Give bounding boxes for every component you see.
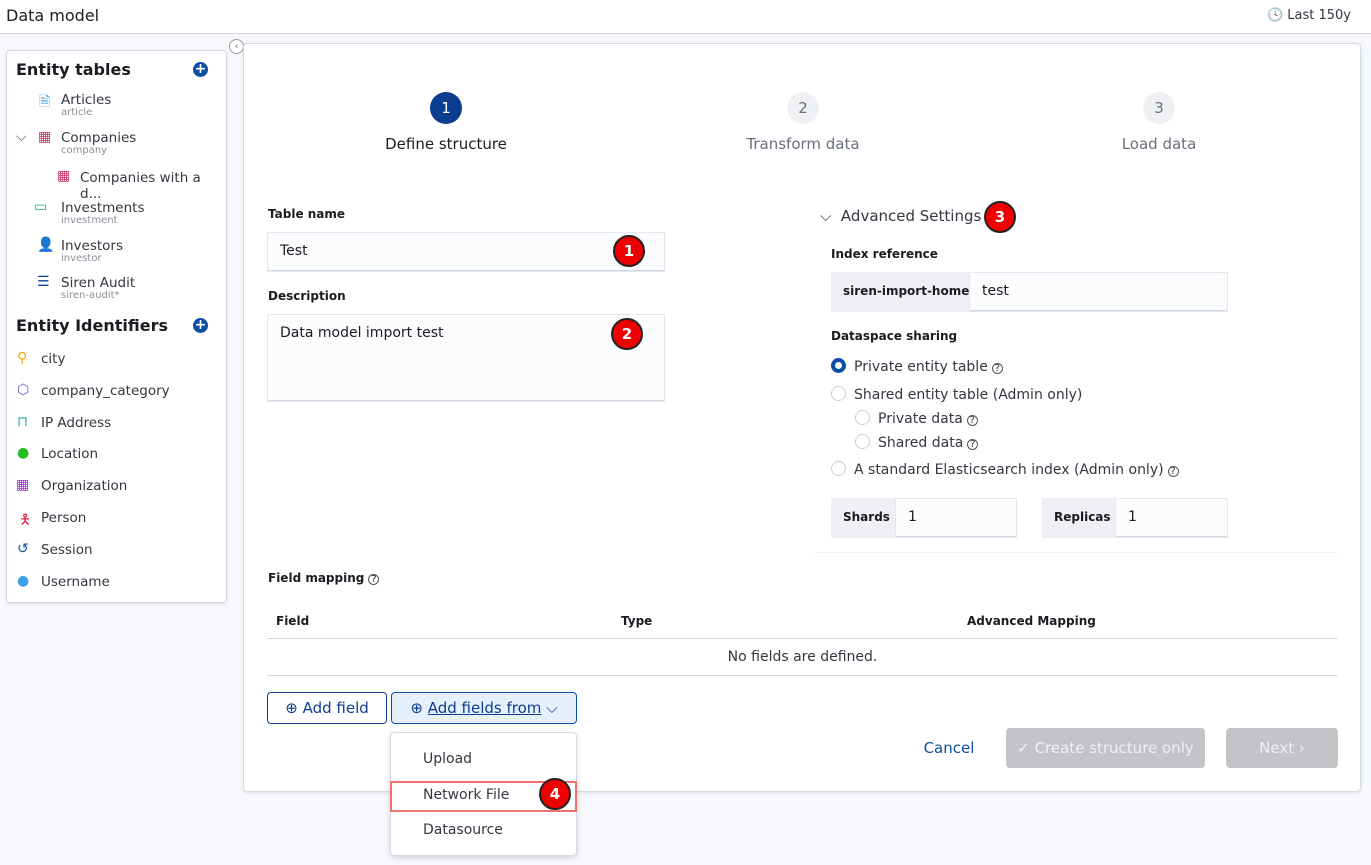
annotation-badge-4: 4 [539, 778, 571, 810]
index-reference-label: Index reference [831, 247, 938, 261]
identifier-city[interactable]: city [41, 351, 66, 367]
index-reference-input[interactable]: test [969, 272, 1228, 312]
map-pin-icon: ⚲ [17, 350, 28, 366]
create-structure-button[interactable]: ✓ Create structure only [1006, 728, 1205, 768]
entity-table-companies[interactable]: Companies company [61, 130, 137, 156]
replicas-input[interactable]: 1 [1115, 498, 1228, 538]
column-advanced-mapping: Advanced Mapping [967, 614, 1096, 628]
top-bar [0, 0, 1371, 34]
advanced-settings-title: Advanced Settings [840, 207, 982, 225]
step-2-circle: 2 [787, 92, 819, 124]
advanced-settings-toggle[interactable]: ⌵ Advanced Settings [820, 207, 981, 225]
document-icon: 🗎 [39, 94, 51, 110]
annotation-badge-3: 3 [984, 201, 1016, 233]
building-icon: ▦ [38, 129, 52, 145]
radio-shared-data[interactable]: Shared data? [855, 434, 979, 451]
field-mapping-title: Field mapping? [268, 571, 380, 585]
radio-private-data[interactable]: Private data? [855, 410, 978, 427]
identifier-person[interactable]: Person [41, 510, 87, 526]
step-3-circle: 3 [1143, 92, 1175, 124]
time-range-label: Last 150y [1287, 8, 1351, 23]
cancel-button[interactable]: Cancel [923, 739, 975, 757]
menu-item-upload[interactable]: Upload [423, 751, 473, 767]
entity-table-investors[interactable]: Investors investor [61, 238, 124, 264]
radio-shared-entity-table[interactable]: Shared entity table (Admin only) [831, 386, 1082, 403]
column-type: Type [621, 614, 653, 628]
money-icon: ▭ [34, 199, 48, 215]
chevron-down-icon: ⌵ [820, 207, 832, 225]
dataspace-sharing-label: Dataspace sharing [831, 329, 958, 343]
menu-item-network-file-highlight[interactable] [390, 781, 577, 812]
next-button[interactable]: Next › [1226, 728, 1338, 768]
identifier-session[interactable]: Session [41, 542, 93, 558]
identifier-company-category[interactable]: company_category [41, 383, 170, 399]
help-icon: ? [1167, 466, 1179, 477]
table-name-input[interactable]: Test [267, 232, 665, 272]
annotation-badge-1: 1 [613, 235, 645, 267]
cube-icon: ⬡ [17, 382, 30, 398]
entity-table-investments[interactable]: Investments investment [61, 200, 145, 226]
identifier-organization[interactable]: Organization [41, 478, 128, 494]
entity-identifiers-title: Entity Identifiers [16, 316, 169, 335]
identifier-ip-address[interactable]: IP Address [41, 415, 112, 431]
column-field: Field [276, 614, 310, 628]
step-1-label: Define structure [385, 135, 507, 153]
history-icon: ↺ [17, 541, 29, 557]
shards-input[interactable]: 1 [895, 498, 1017, 538]
replicas-label: Replicas [1042, 498, 1123, 538]
entity-table-companies-with[interactable]: Companies with a d... [80, 170, 201, 202]
user-icon: 👤 [37, 237, 55, 253]
divider [814, 552, 1338, 553]
empty-fields-message: No fields are defined. [727, 649, 878, 665]
add-fields-from-button[interactable]: ⊕ Add fields from ⌵ [391, 692, 577, 724]
help-icon: ? [368, 574, 380, 585]
step-2-label: Transform data [746, 135, 860, 153]
entity-table-siren-audit[interactable]: Siren Audit siren-audit* [61, 275, 136, 301]
collapse-sidebar-button[interactable]: ‹ [229, 39, 244, 54]
help-icon: ? [966, 415, 978, 426]
person-icon: 🯅 [19, 512, 32, 528]
description-textarea[interactable]: Data model import test [267, 314, 665, 402]
sidebar: Entity tables + 🗎 Articles article ⌵ ▦ Co… [6, 50, 227, 603]
annotation-badge-2: 2 [611, 318, 643, 350]
network-icon: ⊓ [17, 414, 28, 430]
page-title: Data model [6, 6, 100, 25]
time-picker[interactable]: 🕓 Last 150y [1266, 8, 1351, 23]
menu-item-datasource[interactable]: Datasource [423, 822, 503, 838]
index-prefix: siren-import-home- [831, 272, 987, 312]
description-label: Description [268, 289, 346, 303]
building-icon: ▦ [16, 477, 30, 493]
chevron-down-icon: ⌵ [546, 699, 558, 717]
table-name-label: Table name [268, 207, 346, 221]
building-icon: ▦ [57, 168, 71, 184]
step-1-circle: 1 [430, 92, 462, 124]
main-panel: 1 Define structure 2 Transform data 3 Lo… [243, 43, 1361, 792]
help-icon: ? [967, 439, 979, 450]
add-entity-identifier-button[interactable]: + [193, 317, 208, 333]
help-icon: ? [991, 363, 1003, 374]
list-icon: ☰ [37, 274, 50, 290]
user-icon: ● [17, 573, 30, 589]
map-pin-icon: ● [17, 445, 30, 461]
menu-item-network-file[interactable]: Network File [423, 787, 510, 803]
entity-tables-title: Entity tables [16, 60, 131, 79]
chevron-down-icon[interactable]: ⌵ [16, 129, 27, 145]
entity-table-articles[interactable]: Articles article [61, 92, 112, 118]
identifier-username[interactable]: Username [41, 574, 110, 590]
shards-label: Shards [831, 498, 902, 538]
radio-elasticsearch-index[interactable]: A standard Elasticsearch index (Admin on… [831, 461, 1179, 478]
radio-private-entity-table[interactable]: Private entity table? [831, 358, 1003, 375]
identifier-location[interactable]: Location [41, 446, 99, 462]
step-3-label: Load data [1121, 135, 1197, 153]
add-field-button[interactable]: ⊕ Add field [267, 692, 387, 724]
add-entity-table-button[interactable]: + [193, 61, 208, 77]
